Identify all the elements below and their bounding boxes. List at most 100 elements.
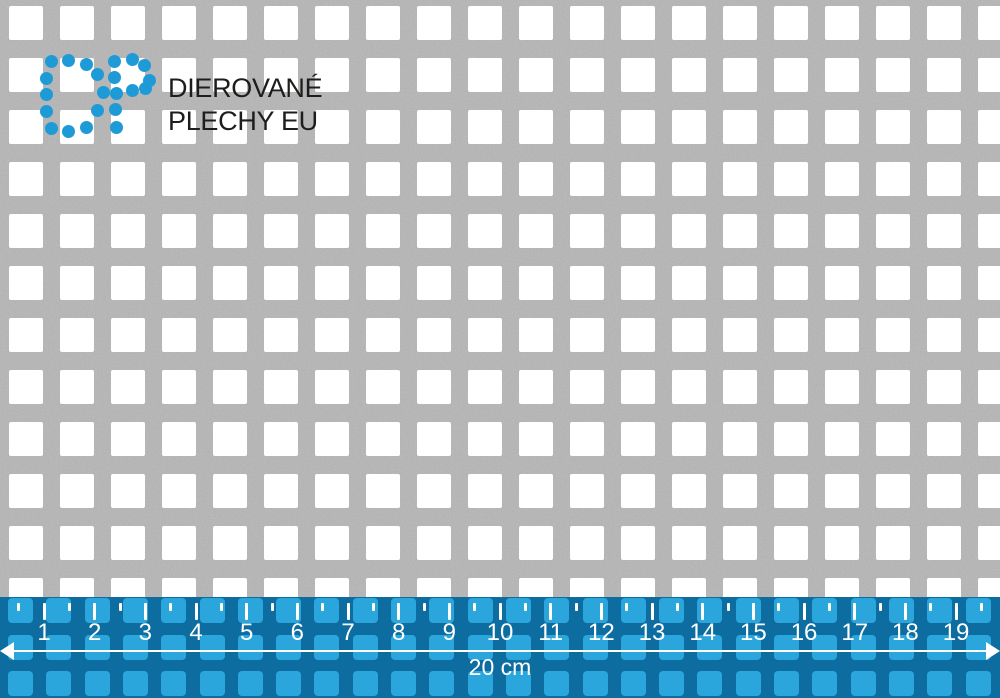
hole bbox=[366, 526, 400, 560]
ruler-square bbox=[199, 634, 225, 660]
hole bbox=[774, 474, 808, 508]
hole bbox=[774, 370, 808, 404]
cm-number: 1 bbox=[37, 619, 51, 646]
hole bbox=[9, 58, 43, 92]
hole bbox=[825, 474, 859, 508]
hole bbox=[9, 370, 43, 404]
brand-name-line2: PLECHY EU bbox=[168, 106, 318, 136]
hole bbox=[111, 266, 145, 300]
hole bbox=[111, 526, 145, 560]
hole bbox=[774, 266, 808, 300]
hole bbox=[723, 162, 757, 196]
hole bbox=[570, 318, 604, 352]
hole bbox=[825, 370, 859, 404]
measure-line bbox=[5, 650, 995, 652]
hole bbox=[162, 526, 196, 560]
hole bbox=[162, 6, 196, 40]
hole bbox=[60, 266, 94, 300]
ruler-square bbox=[888, 598, 914, 623]
hole bbox=[876, 370, 910, 404]
cm-number: 12 bbox=[588, 619, 615, 646]
brand-name-line1: DIEROVANÉ bbox=[168, 73, 323, 103]
ruler-square bbox=[467, 634, 493, 660]
hole bbox=[213, 370, 247, 404]
hole bbox=[111, 214, 145, 248]
ruler-square bbox=[505, 634, 531, 660]
hole bbox=[111, 318, 145, 352]
hole bbox=[519, 58, 553, 92]
ruler-square bbox=[276, 634, 302, 660]
hole bbox=[417, 162, 451, 196]
logo-dot bbox=[44, 54, 58, 68]
hole bbox=[9, 6, 43, 40]
hole bbox=[927, 474, 961, 508]
hole bbox=[570, 474, 604, 508]
hole bbox=[672, 370, 706, 404]
cm-number: 4 bbox=[189, 619, 203, 646]
hole bbox=[315, 474, 349, 508]
hole bbox=[978, 526, 1000, 560]
cm-number: 10 bbox=[486, 619, 514, 646]
hole bbox=[621, 526, 655, 560]
logo-dot bbox=[125, 83, 139, 97]
ruler-square bbox=[84, 634, 110, 660]
hole bbox=[927, 214, 961, 248]
hole bbox=[213, 318, 247, 352]
ruler-square bbox=[429, 671, 455, 696]
hole bbox=[468, 266, 502, 300]
ruler-square bbox=[659, 634, 685, 660]
ruler-square bbox=[582, 671, 608, 696]
hole bbox=[366, 422, 400, 456]
ruler-square bbox=[391, 671, 416, 696]
hole bbox=[213, 162, 247, 196]
ruler-square bbox=[927, 634, 953, 660]
hole bbox=[927, 526, 961, 560]
hole bbox=[417, 58, 451, 92]
ruler-square bbox=[812, 598, 838, 623]
hole bbox=[876, 162, 910, 196]
hole bbox=[519, 162, 553, 196]
logo-dot bbox=[108, 102, 122, 116]
hole bbox=[774, 6, 808, 40]
hole bbox=[264, 266, 298, 300]
cm-number: 15 bbox=[740, 619, 767, 646]
ruler-square bbox=[850, 634, 876, 660]
hole bbox=[162, 318, 196, 352]
hole bbox=[417, 578, 451, 597]
hole bbox=[315, 266, 349, 300]
ruler-square bbox=[8, 598, 33, 623]
hole bbox=[825, 578, 859, 597]
ruler-square bbox=[735, 671, 761, 696]
cm-number: 3 bbox=[138, 619, 152, 646]
hole bbox=[672, 266, 706, 300]
half-cm-tick bbox=[777, 603, 781, 611]
hole bbox=[468, 318, 502, 352]
hole bbox=[876, 474, 910, 508]
hole bbox=[315, 214, 349, 248]
ruler-square bbox=[735, 634, 761, 660]
hole bbox=[519, 6, 553, 40]
ruler-square bbox=[237, 598, 263, 623]
hole bbox=[111, 6, 145, 40]
hole bbox=[825, 526, 859, 560]
arrow-right-icon bbox=[986, 642, 1000, 660]
hole bbox=[111, 422, 145, 456]
hole bbox=[9, 422, 43, 456]
cm-tick bbox=[143, 603, 147, 620]
hole bbox=[621, 162, 655, 196]
hole bbox=[213, 58, 247, 92]
half-cm-tick bbox=[422, 603, 426, 611]
cm-tick bbox=[650, 603, 654, 620]
hole bbox=[774, 526, 808, 560]
hole bbox=[774, 162, 808, 196]
half-cm-tick bbox=[675, 603, 679, 611]
hole bbox=[672, 422, 706, 456]
half-cm-tick bbox=[979, 603, 983, 611]
cm-number: 19 bbox=[942, 619, 970, 646]
hole bbox=[570, 162, 604, 196]
hole bbox=[315, 162, 349, 196]
hole bbox=[366, 58, 400, 92]
hole bbox=[468, 474, 502, 508]
hole bbox=[213, 526, 247, 560]
